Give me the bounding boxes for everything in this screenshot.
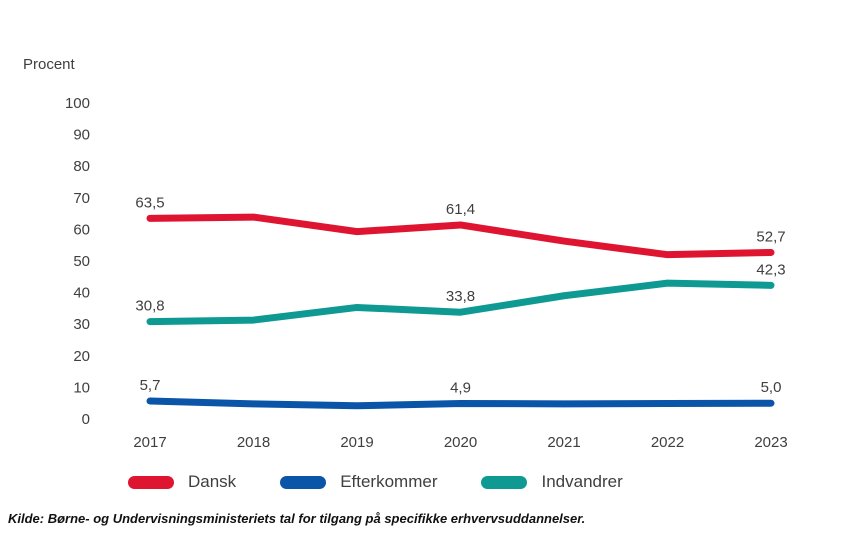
legend-label-indvandrer: Indvandrer: [541, 472, 623, 491]
legend-label-dansk: Dansk: [188, 472, 237, 491]
x-tick-label: 2023: [754, 434, 787, 451]
x-tick-label: 2020: [444, 434, 477, 451]
data-label-dansk: 52,7: [756, 228, 785, 245]
x-tick-label: 2018: [237, 434, 270, 451]
y-tick-label: 50: [73, 253, 90, 270]
y-tick-label: 0: [82, 411, 90, 428]
y-tick-label: 90: [73, 127, 90, 144]
data-label-efterkommer: 4,9: [450, 380, 471, 397]
series-line-dansk: [146, 213, 775, 259]
y-tick-label: 80: [73, 158, 90, 175]
y-axis-title: Procent: [23, 56, 75, 73]
y-tick-label: 30: [73, 316, 90, 333]
source-note: Kilde: Børne- og Undervisningsministerie…: [8, 511, 586, 526]
y-tick-label: 100: [65, 95, 90, 112]
legend-item-efterkommer: Efterkommer: [280, 472, 437, 492]
legend-swatch-efterkommer: [280, 475, 327, 489]
legend-label-efterkommer: Efterkommer: [340, 472, 438, 491]
data-label-efterkommer: 5,7: [140, 377, 161, 394]
y-tick-label: 70: [73, 190, 90, 207]
y-tick-label: 20: [73, 348, 90, 365]
legend: Dansk Efterkommer Indvandrer: [128, 472, 623, 492]
y-tick-label: 60: [73, 221, 90, 238]
x-tick-label: 2017: [133, 434, 166, 451]
legend-swatch-dansk: [128, 475, 174, 489]
legend-item-indvandrer: Indvandrer: [481, 472, 623, 492]
data-label-indvandrer: 42,3: [756, 261, 785, 278]
x-tick-label: 2022: [651, 434, 684, 451]
data-label-indvandrer: 30,8: [135, 298, 164, 315]
data-label-dansk: 61,4: [446, 201, 475, 218]
x-tick-label: 2019: [340, 434, 373, 451]
series-line-indvandrer: [146, 279, 775, 326]
y-tick-label: 40: [73, 285, 90, 302]
y-tick-label: 10: [73, 379, 90, 396]
x-tick-label: 2021: [547, 434, 580, 451]
data-label-efterkommer: 5,0: [761, 379, 782, 396]
legend-item-dansk: Dansk: [128, 472, 236, 492]
series-line-efterkommer: [146, 397, 775, 410]
data-label-dansk: 63,5: [135, 194, 164, 211]
legend-swatch-indvandrer: [481, 475, 528, 489]
data-label-indvandrer: 33,8: [446, 288, 475, 305]
